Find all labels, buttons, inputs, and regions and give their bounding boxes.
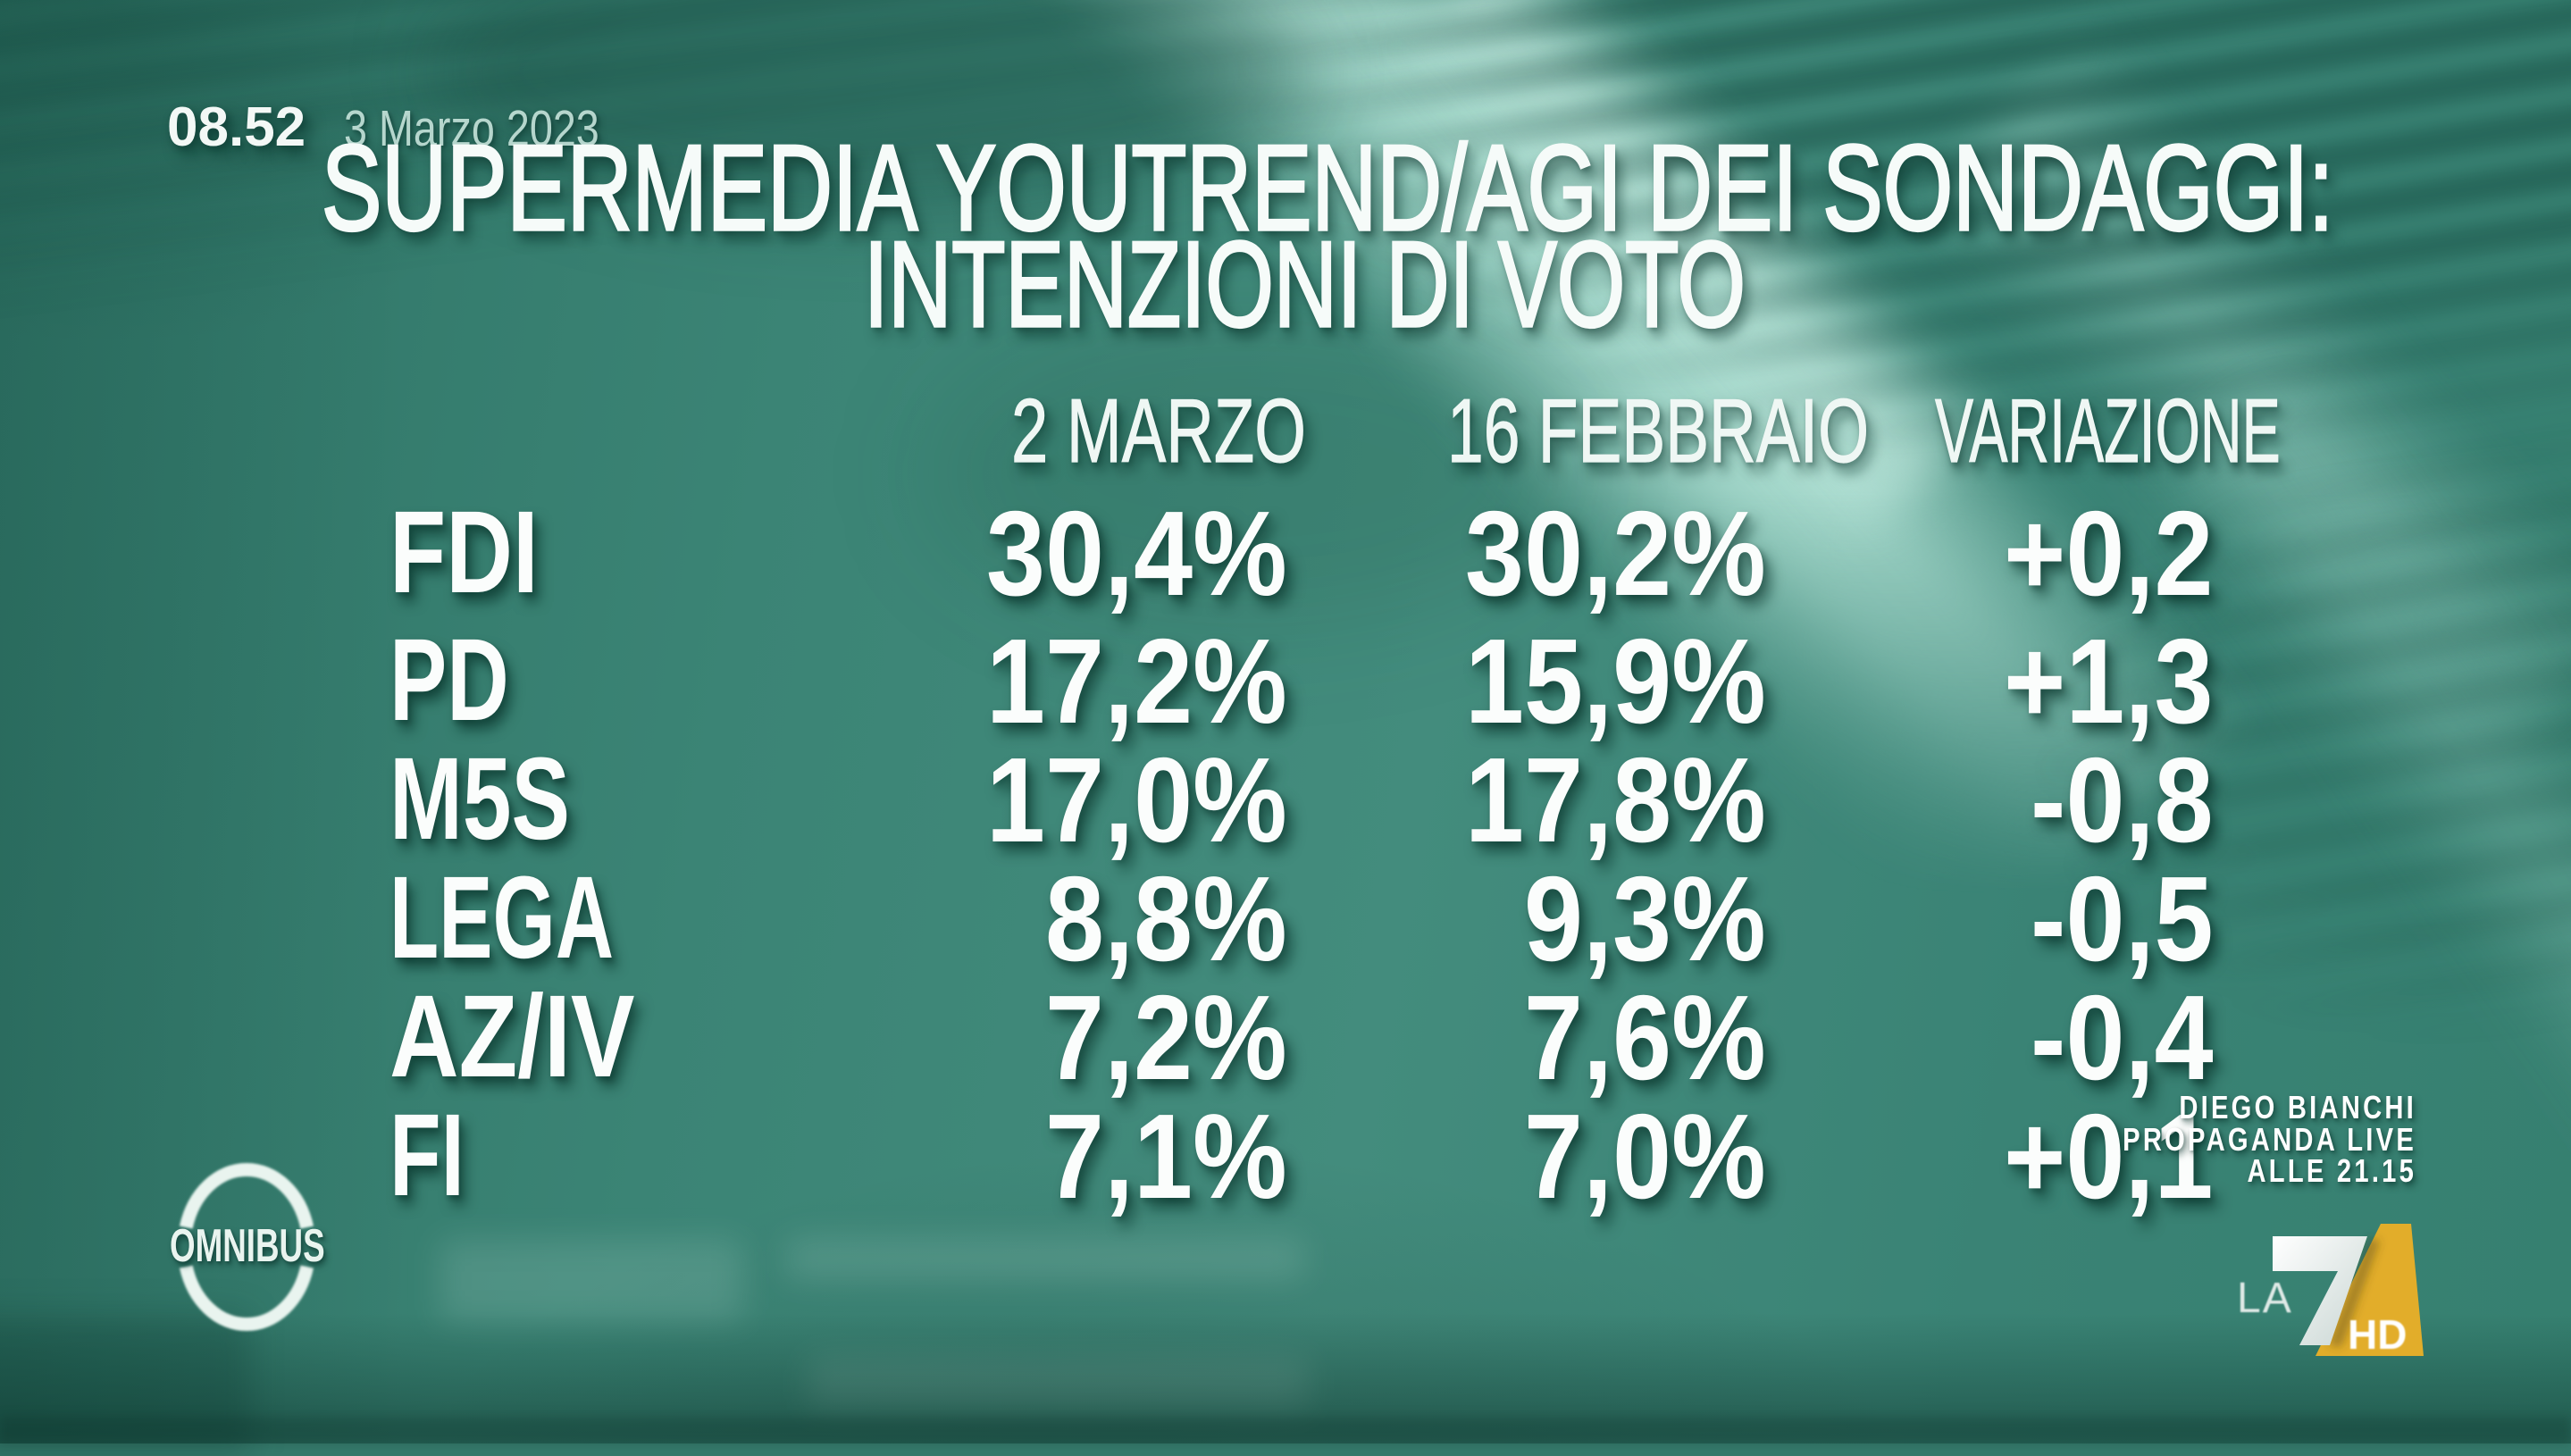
svg-text:LA: LA [2237,1275,2293,1322]
svg-text:HD: HD [2348,1311,2407,1358]
